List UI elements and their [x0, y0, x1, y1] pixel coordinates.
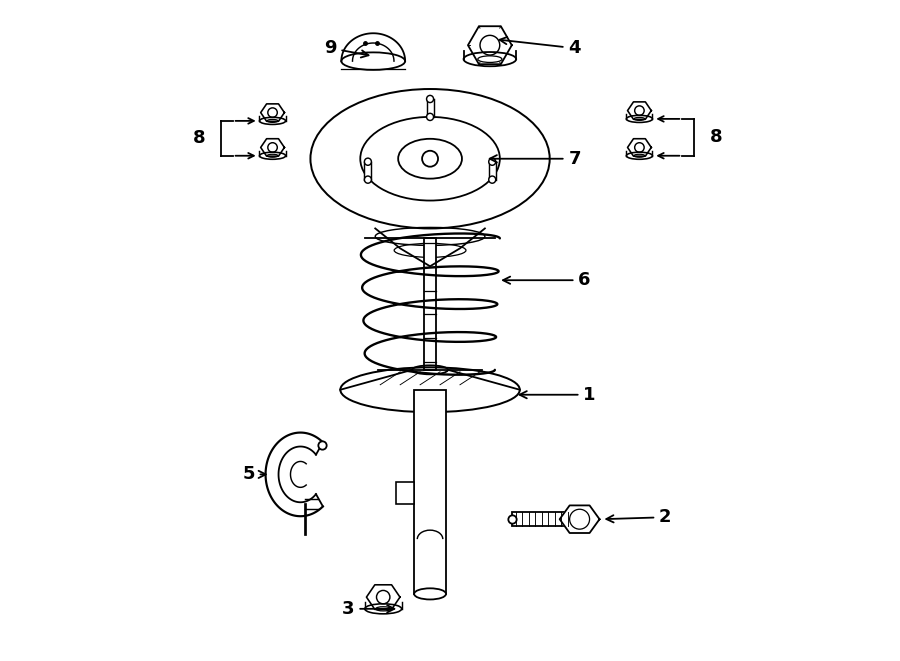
Text: 5: 5: [242, 465, 266, 483]
Text: 7: 7: [490, 150, 580, 168]
Text: 8: 8: [710, 128, 723, 146]
Text: 4: 4: [500, 37, 580, 58]
Bar: [424, 239, 436, 370]
Bar: [396, 483, 414, 504]
Text: 9: 9: [324, 39, 368, 58]
Text: 6: 6: [503, 271, 590, 290]
Text: 2: 2: [607, 508, 671, 526]
Polygon shape: [560, 506, 599, 533]
Bar: [489, 162, 496, 180]
Text: 1: 1: [519, 386, 596, 404]
Ellipse shape: [489, 176, 496, 183]
Bar: [512, 512, 580, 526]
Ellipse shape: [364, 176, 372, 183]
Ellipse shape: [364, 158, 372, 165]
Bar: [364, 162, 372, 180]
Bar: [414, 390, 446, 594]
Text: 3: 3: [342, 600, 394, 618]
Ellipse shape: [414, 588, 446, 600]
Text: 8: 8: [193, 130, 205, 147]
Bar: [427, 99, 434, 117]
Ellipse shape: [427, 95, 434, 102]
Ellipse shape: [489, 158, 496, 165]
Ellipse shape: [427, 113, 434, 120]
